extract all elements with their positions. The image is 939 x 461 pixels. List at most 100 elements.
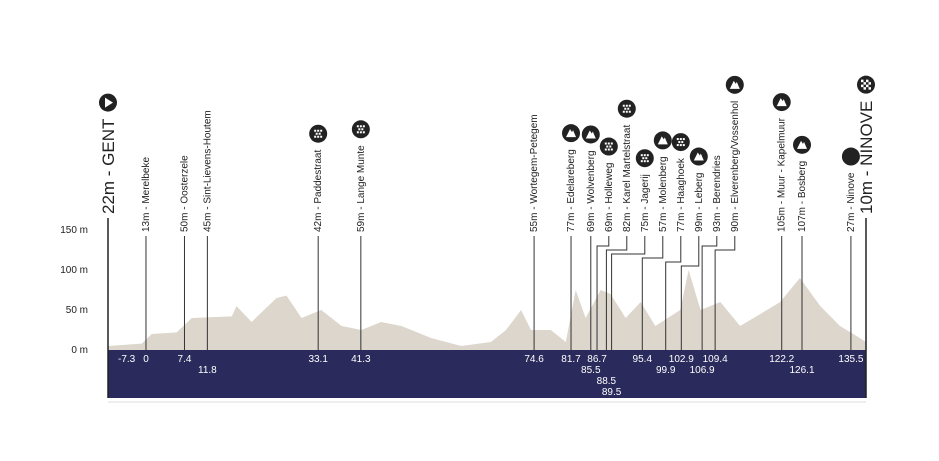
icon-climb [772, 93, 791, 112]
icon-symbol [863, 87, 866, 90]
icon-symbol [676, 144, 679, 147]
km-label: 106.9 [690, 365, 715, 376]
icon-symbol [646, 160, 649, 163]
icon-symbol [679, 138, 682, 141]
icon-symbol [682, 138, 685, 141]
icon-circle [309, 124, 328, 143]
km-label: 95.4 [633, 354, 653, 365]
icon-symbol [610, 142, 613, 145]
icon-symbol [866, 84, 869, 88]
icon-symbol [797, 140, 808, 149]
point-label: 77m - Haaghoek [676, 157, 687, 232]
km-label: 135.5 [838, 354, 863, 365]
icon-climb [581, 125, 600, 144]
point-line [665, 236, 682, 350]
y-tick-label: 100 m [60, 265, 88, 276]
icon-symbol [604, 142, 607, 145]
point-label: 69m - Holleweg [604, 163, 615, 232]
icon-climb [653, 131, 672, 150]
icon-climb [562, 124, 581, 143]
y-tick-label: 150 m [60, 225, 88, 236]
icon-cobbles [351, 120, 370, 139]
icon-symbol [645, 157, 648, 160]
icon-cobbles [671, 133, 690, 152]
icon-symbol [628, 110, 631, 113]
icon-symbol [678, 141, 681, 144]
km-label: 109.4 [703, 354, 728, 365]
y-tick-label: 50 m [66, 305, 88, 316]
km-label: 86.7 [587, 354, 607, 365]
point-label: 77m - Edelareberg [566, 149, 577, 232]
finish-label: 10m - NINOVE [857, 101, 876, 214]
icon-symbol [682, 144, 685, 147]
icon-symbol [646, 154, 649, 157]
icon-cobbles [309, 124, 328, 143]
icon-symbol [320, 129, 323, 132]
icon-symbol [640, 160, 643, 163]
icon-symbol [361, 128, 364, 131]
icon-circle [841, 147, 860, 166]
point-line [641, 236, 664, 350]
icon-symbol [320, 135, 323, 138]
icon-climb [725, 75, 744, 94]
icon-symbol [640, 154, 643, 157]
icon-symbol [356, 125, 359, 128]
icon-climb [689, 147, 708, 166]
km-label: 0 [143, 354, 149, 365]
icon-symbol [610, 148, 613, 151]
km-label: 11.8 [198, 365, 217, 376]
point-label: 93m - Berendries [712, 155, 723, 232]
icon-symbol [679, 144, 682, 147]
icon-finish [857, 75, 875, 94]
icon-symbol [861, 79, 864, 83]
icon-circle [635, 149, 654, 168]
icon-symbol [609, 145, 612, 148]
point-line [611, 236, 646, 350]
point-label: 105m - Muur - Kapelmuur [777, 117, 788, 232]
km-label: 122.2 [769, 354, 794, 365]
km-label: 41.3 [351, 354, 371, 365]
icon-symbol [356, 131, 359, 134]
km-label: 74.6 [524, 354, 544, 365]
point-label: 99m - Leberg [694, 173, 705, 232]
point-label: 57m - Molenberg [658, 156, 669, 232]
icon-cobbles [635, 149, 654, 168]
elevation-area [108, 270, 866, 350]
km-label: 81.7 [561, 354, 581, 365]
icon-symbol [359, 125, 362, 128]
point-line [680, 236, 700, 350]
icon-cobbles [617, 99, 636, 118]
icon-symbol [362, 125, 365, 128]
icon-climb [793, 135, 812, 154]
point-line [605, 236, 628, 350]
km-label: 85.5 [581, 365, 601, 376]
icon-circle [599, 137, 618, 156]
icon-symbol [625, 104, 628, 107]
icon-feed [841, 147, 860, 166]
point-label: 42m - Paddestraat [313, 150, 324, 232]
icon-circle [671, 133, 690, 152]
km-label: 33.1 [308, 354, 328, 365]
icon-symbol [105, 97, 113, 108]
point-label: 27m - Ninove [846, 172, 857, 232]
km-label: 89.5 [602, 387, 622, 398]
icon-symbol [643, 160, 646, 163]
icon-symbol [566, 129, 577, 138]
icon-symbol [607, 142, 610, 145]
icon-symbol [585, 130, 596, 139]
icon-symbol [314, 135, 317, 138]
point-label: 50m - Oosterzele [179, 155, 190, 232]
point-label: 45m - Sint-Lievens-Houtem [202, 110, 213, 232]
point-label: 69m - Wolvenberg [586, 150, 597, 232]
icon-circle [617, 99, 636, 118]
icon-symbol [362, 131, 365, 134]
icon-symbol [624, 107, 627, 110]
km-label: -7.3 [118, 354, 136, 365]
icon-symbol [315, 132, 318, 135]
distance-band [108, 350, 866, 398]
icon-symbol [866, 79, 869, 83]
icon-start [99, 93, 117, 112]
km-label: 7.4 [178, 354, 192, 365]
icon-symbol [681, 141, 684, 144]
